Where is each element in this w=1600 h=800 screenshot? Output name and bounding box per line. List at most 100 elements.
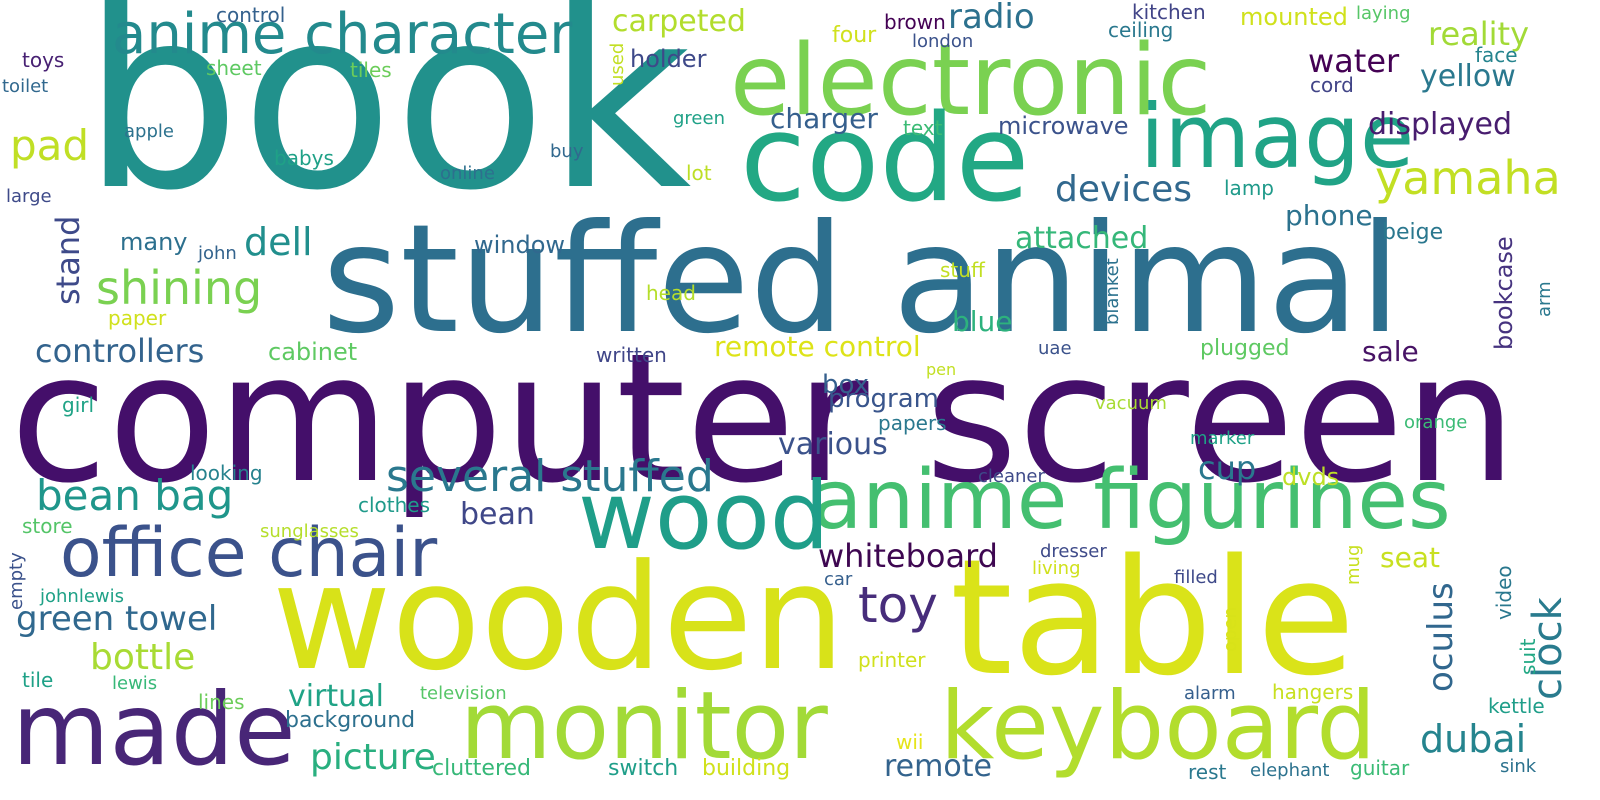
word-computer-screen: computer screen	[10, 315, 1517, 522]
word-beige: beige	[1382, 220, 1444, 245]
word-remote: remote	[884, 749, 992, 784]
word-made: made	[12, 671, 296, 788]
word-sale: sale	[1362, 335, 1419, 368]
word-lines: lines	[198, 690, 245, 714]
word-video: video	[1492, 565, 1516, 620]
word-monitor: monitor	[460, 672, 828, 781]
word-large: large	[6, 186, 52, 207]
word-rest: rest	[1188, 760, 1227, 784]
word-box: box	[822, 370, 869, 400]
word-green: green	[673, 108, 725, 129]
word-four: four	[832, 23, 877, 48]
word-filled: filled	[1174, 567, 1218, 588]
word-tile: tile	[22, 668, 54, 692]
word-code: code	[740, 90, 1030, 229]
word-attached: attached	[1015, 221, 1149, 256]
word-book: book	[82, 0, 692, 245]
word-face: face	[1475, 43, 1518, 67]
word-anime-figurines: anime figurines	[812, 453, 1451, 548]
word-toy: toy	[858, 576, 938, 634]
word-alarm: alarm	[1184, 683, 1236, 704]
word-guitar: guitar	[1350, 756, 1410, 780]
word-green-towel: green towel	[16, 599, 218, 639]
word-devices: devices	[1055, 169, 1193, 210]
word-various: various	[778, 427, 888, 462]
word-dvds: dvds	[1282, 463, 1340, 491]
word-hangers: hangers	[1272, 680, 1354, 704]
word-building: building	[702, 756, 791, 781]
word-lewis: lewis	[112, 673, 158, 694]
word-television: television	[420, 683, 507, 704]
word-water: water	[1308, 42, 1400, 80]
word-bean: bean	[460, 497, 535, 532]
word-suit: suit	[1516, 638, 1540, 676]
word-apple: apple	[124, 121, 174, 142]
word-mug: mug	[1343, 544, 1364, 585]
word-text: text	[903, 116, 943, 140]
word-charger: charger	[770, 102, 878, 135]
word-yellow: yellow	[1420, 59, 1516, 94]
word-paper: paper	[108, 306, 167, 330]
word-stuffed-animal: stuffed animal	[322, 193, 1401, 367]
word-pad: pad	[10, 121, 90, 170]
word-elephant: elephant	[1250, 760, 1330, 781]
word-image: image	[1140, 85, 1415, 188]
word-buy: buy	[550, 141, 584, 162]
word-switch: switch	[608, 756, 679, 781]
word-holder: holder	[630, 45, 707, 73]
word-wii: wii	[896, 730, 924, 754]
word-window: window	[474, 231, 566, 259]
word-laying: laying	[1356, 3, 1411, 24]
word-girl: girl	[62, 393, 95, 417]
word-microwave: microwave	[998, 112, 1129, 140]
word-plugged: plugged	[1200, 336, 1290, 361]
word-blue: blue	[952, 305, 1013, 338]
word-john: john	[198, 243, 237, 264]
word-head: head	[646, 281, 696, 305]
word-living: living	[1032, 558, 1081, 579]
word-seat: seat	[1380, 541, 1440, 574]
word-sheet: sheet	[206, 56, 262, 80]
word-dubai: dubai	[1420, 717, 1527, 761]
word-empty: empty	[6, 552, 27, 610]
word-table: table	[950, 524, 1356, 711]
word-london: london	[912, 31, 974, 52]
word-blanket: blanket	[1102, 258, 1123, 325]
word-yamaha: yamaha	[1375, 151, 1561, 205]
word-store: store	[22, 514, 73, 538]
word-bean-bag: bean bag	[36, 471, 234, 520]
word-orange: orange	[1404, 412, 1468, 433]
word-picture: picture	[310, 737, 436, 778]
word-clothes: clothes	[358, 493, 431, 517]
word-reality: reality	[1428, 15, 1530, 53]
word-printer: printer	[858, 648, 926, 672]
word-uae: uae	[1038, 338, 1072, 359]
word-pen: pen	[926, 360, 957, 379]
word-electronic: electronic	[730, 24, 1212, 138]
word-kitchen: kitchen	[1132, 0, 1206, 24]
word-brown: brown	[884, 10, 946, 34]
word-lamp: lamp	[1224, 176, 1274, 200]
word-cord: cord	[1310, 73, 1354, 97]
word-shining: shining	[96, 261, 263, 315]
word-cabinet: cabinet	[268, 338, 358, 366]
word-several-stuffed: several stuffed	[386, 451, 714, 502]
word-oculus: oculus	[1421, 582, 1461, 692]
word-many: many	[120, 228, 188, 256]
word-cup: cup	[1198, 449, 1257, 487]
word-whiteboard: whiteboard	[818, 537, 998, 575]
word-radio: radio	[948, 0, 1035, 37]
word-vacuum: vacuum	[1095, 393, 1167, 414]
word-babys: babys	[274, 146, 334, 170]
word-wooden: wooden	[272, 533, 846, 703]
word-stand: stand	[49, 215, 87, 305]
word-background: background	[285, 708, 416, 733]
word-sink: sink	[1500, 756, 1537, 777]
word-dell: dell	[244, 220, 313, 264]
word-papers: papers	[878, 411, 947, 435]
word-stuff: stuff	[940, 258, 985, 282]
word-office-chair: office chair	[60, 514, 438, 593]
word-phone: phone	[1285, 199, 1373, 232]
word-sunglasses: sunglasses	[260, 521, 359, 542]
